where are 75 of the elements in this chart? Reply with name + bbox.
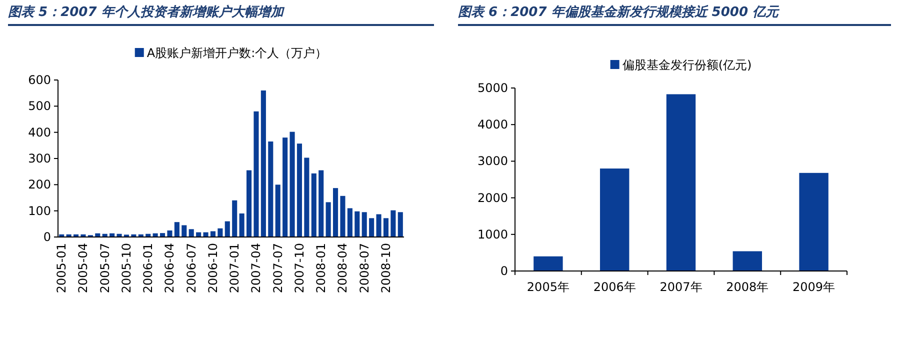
bar [188,229,194,237]
y-tick-label: 0 [43,230,51,244]
bar [224,221,230,237]
bar [390,210,396,237]
legend-label: 偏股基金发行份额(亿元) [622,58,752,72]
bar [347,208,352,237]
y-tick-label: 500 [28,99,51,114]
bar [232,200,238,237]
y-tick-label: 400 [28,125,51,140]
y-tick-label: 4000 [477,118,508,132]
bar [666,94,696,271]
x-tick-label: 2006-10 [206,243,220,294]
x-tick-label: 2005-07 [98,243,112,294]
x-tick-label: 2008-01 [314,243,328,294]
legend-label: A股账户新增开户数:个人（万户） [146,46,328,60]
x-tick-label: 2005-01 [54,243,69,294]
y-tick-label: 1000 [477,227,508,242]
bar [333,188,338,237]
x-tick-label: 2009年 [792,280,836,294]
x-tick-label: 2005-10 [119,243,134,294]
bar [246,170,252,237]
x-tick-label: 2008-10 [378,243,393,294]
bar [362,212,367,237]
x-tick-label: 2007-07 [270,243,285,294]
chart-title: 图表 5：2007 年个人投资者新增账户大幅增加 [8,2,434,26]
bar [282,138,288,237]
x-tick-label: 2007-10 [292,243,306,294]
bar [304,158,310,237]
bar [260,90,266,237]
bar [534,256,563,271]
x-tick-label: 2008年 [726,280,769,294]
x-tick-label: 2005年 [526,280,570,294]
bar [167,230,172,237]
x-tick-label: 2007年 [660,280,702,294]
bar [340,196,346,237]
bar [398,212,403,237]
bar [210,231,216,237]
bar [369,218,374,237]
x-tick-label: 2006-07 [184,243,198,294]
y-tick-label: 100 [28,204,51,218]
bar [383,218,388,237]
bar [732,251,762,271]
y-tick-label: 2000 [477,190,508,205]
y-tick-label: 3000 [477,154,508,168]
bar [326,202,331,237]
bar [268,141,274,237]
x-tick-label: 2008-07 [357,243,372,294]
x-tick-label: 2007-04 [249,243,264,294]
y-tick-label: 5000 [477,81,508,95]
x-tick-label: 2006-04 [162,243,177,294]
x-tick-label: 2007-01 [228,243,242,294]
x-tick-label: 2006-01 [141,243,156,294]
bar [318,170,324,237]
y-tick-label: 300 [28,152,51,166]
bar [296,144,302,237]
bar [182,225,187,237]
bar [174,222,180,237]
y-tick-label: 200 [28,178,51,192]
bar [275,184,280,237]
bar [311,173,316,237]
chart-title: 图表 6：2007 年偏股基金新发行规模接近 5000 亿元 [458,2,891,26]
bar [254,111,259,237]
bar [203,232,208,237]
bar [376,214,382,237]
y-tick-label: 600 [28,73,51,87]
bar [600,168,630,271]
bar [218,228,223,237]
bar [354,211,360,237]
x-tick-label: 2008-04 [336,243,350,294]
x-tick-label: 2005-04 [76,243,90,294]
y-tick-label: 0 [500,264,508,278]
bar [290,132,295,237]
x-tick-label: 2006年 [593,280,636,294]
bar [799,172,828,271]
bar [239,213,244,237]
